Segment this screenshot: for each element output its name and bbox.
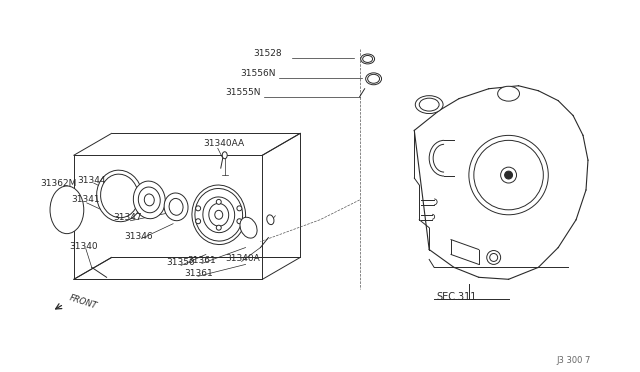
Text: J3 300 7: J3 300 7 (556, 356, 591, 365)
Ellipse shape (222, 152, 227, 159)
Text: 31528: 31528 (253, 48, 282, 58)
Circle shape (237, 206, 242, 211)
Ellipse shape (419, 98, 439, 111)
Circle shape (237, 219, 242, 224)
Ellipse shape (50, 186, 84, 234)
Ellipse shape (195, 189, 243, 241)
Text: 31361: 31361 (187, 256, 216, 265)
Ellipse shape (100, 174, 138, 218)
Ellipse shape (267, 215, 274, 225)
Circle shape (196, 206, 200, 211)
Ellipse shape (192, 185, 246, 244)
Ellipse shape (415, 96, 443, 113)
Text: 31361: 31361 (184, 269, 212, 278)
Circle shape (487, 250, 500, 264)
Text: 31556N: 31556N (241, 69, 276, 78)
Text: 31555N: 31555N (226, 88, 261, 97)
Text: 31346: 31346 (124, 232, 153, 241)
Ellipse shape (367, 74, 380, 83)
Ellipse shape (498, 86, 520, 101)
Ellipse shape (363, 55, 372, 62)
Text: 31340: 31340 (69, 242, 97, 251)
Ellipse shape (133, 181, 165, 219)
Text: 31340A: 31340A (226, 254, 260, 263)
Text: 31340AA: 31340AA (203, 139, 244, 148)
Circle shape (490, 253, 498, 262)
Ellipse shape (215, 210, 223, 219)
Text: 31350: 31350 (166, 258, 195, 267)
Text: 31341: 31341 (71, 195, 99, 204)
Ellipse shape (203, 197, 235, 232)
Circle shape (504, 171, 513, 179)
Circle shape (216, 225, 221, 230)
Ellipse shape (365, 73, 381, 85)
Circle shape (196, 219, 200, 224)
Circle shape (469, 135, 548, 215)
Circle shape (216, 199, 221, 204)
Text: FRONT: FRONT (68, 294, 98, 311)
Ellipse shape (240, 217, 257, 238)
Ellipse shape (97, 170, 142, 222)
Ellipse shape (144, 194, 154, 206)
Circle shape (500, 167, 516, 183)
Ellipse shape (169, 198, 183, 215)
Text: SEC.311: SEC.311 (436, 292, 477, 302)
Text: 31347: 31347 (113, 213, 142, 222)
Ellipse shape (138, 187, 160, 213)
Ellipse shape (209, 203, 228, 226)
Text: 31362M: 31362M (40, 179, 77, 187)
Circle shape (474, 140, 543, 210)
Ellipse shape (164, 193, 188, 221)
Ellipse shape (361, 54, 374, 64)
Text: 31344: 31344 (77, 176, 106, 185)
